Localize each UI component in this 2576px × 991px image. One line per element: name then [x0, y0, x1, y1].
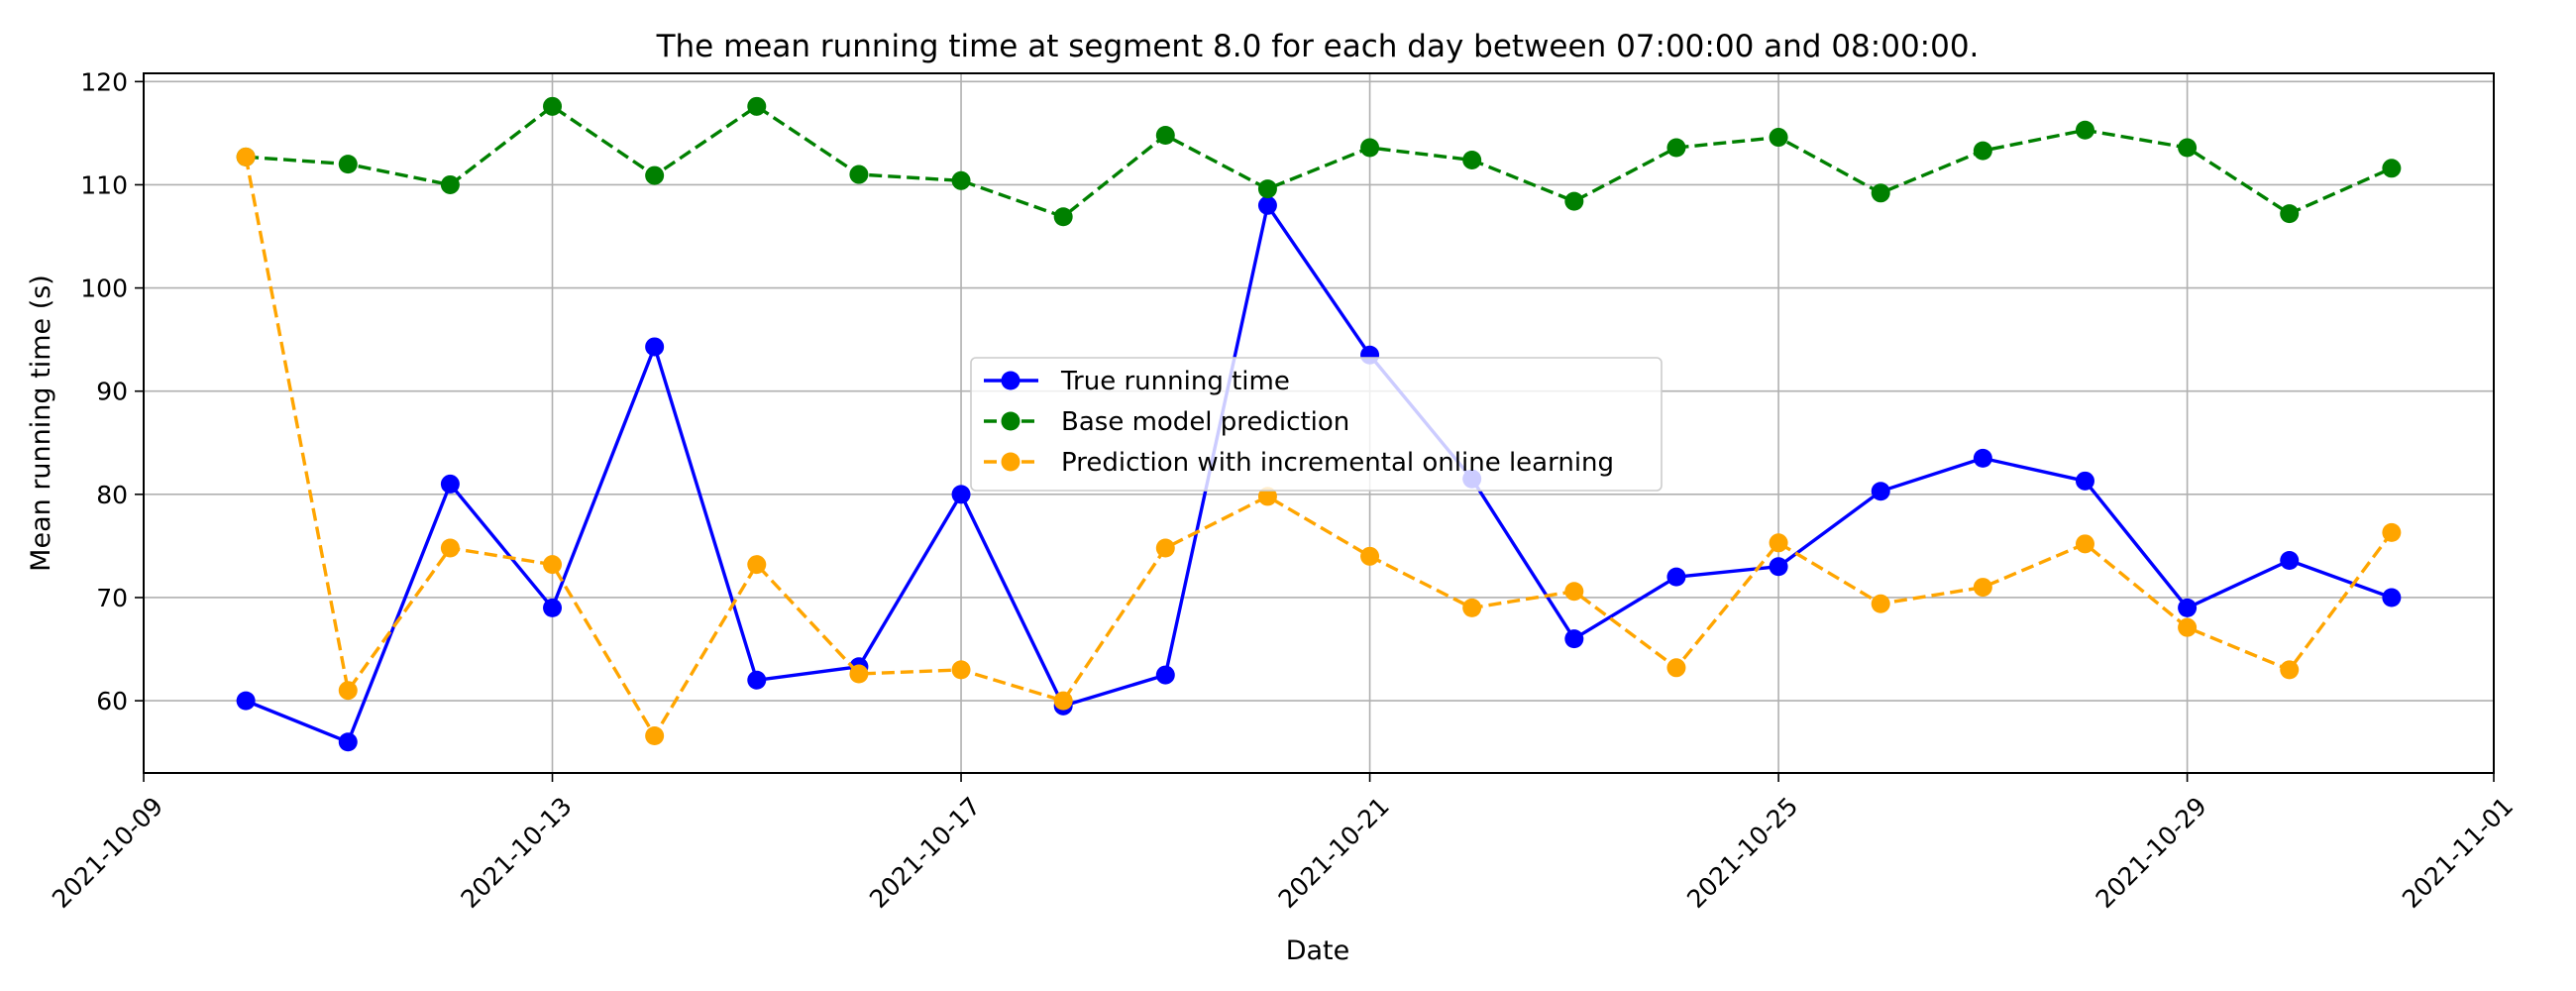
data-point [1053, 691, 1073, 711]
data-point [1462, 598, 1482, 617]
legend-entry-label: Base model prediction [1061, 407, 1349, 437]
data-point [2280, 660, 2300, 680]
x-axis-label: Date [1286, 936, 1350, 966]
data-point [1769, 557, 1788, 577]
data-point [645, 726, 665, 746]
data-point [2178, 598, 2198, 617]
data-point [2178, 617, 2198, 637]
data-point [1871, 594, 1890, 613]
data-point [1973, 448, 1992, 468]
data-point [951, 485, 971, 504]
data-point [1257, 487, 1277, 506]
legend-entry-label: True running time [1060, 367, 1290, 396]
data-point [543, 96, 563, 116]
data-point [645, 337, 665, 357]
data-point [440, 474, 460, 494]
data-point [1666, 138, 1686, 158]
series-1 [236, 195, 2402, 752]
x-tick-label: 2021-11-01 [2397, 792, 2519, 914]
y-tick-label: 60 [96, 687, 128, 716]
y-tick-label: 90 [96, 378, 128, 406]
data-point [2382, 588, 2402, 607]
data-point [1257, 195, 1277, 215]
data-point [2075, 471, 2094, 491]
data-point [1360, 546, 1380, 566]
data-point [1769, 533, 1788, 553]
data-point [440, 538, 460, 558]
data-point [2178, 138, 2198, 158]
data-point [1155, 125, 1175, 145]
y-tick-label: 120 [80, 67, 128, 96]
data-point [2075, 534, 2094, 554]
plot-frame [143, 72, 2495, 774]
data-series [236, 96, 2402, 752]
data-point [1666, 567, 1686, 587]
data-point [1666, 658, 1686, 678]
data-point [1769, 128, 1788, 148]
data-point [440, 174, 460, 194]
y-axis-label: Mean running time (s) [26, 275, 56, 572]
data-point [2382, 522, 2402, 542]
series-2 [236, 96, 2402, 227]
data-point [1871, 183, 1890, 203]
chart-title: The mean running time at segment 8.0 for… [656, 29, 1980, 64]
x-tick-label: 2021-10-17 [864, 792, 986, 914]
data-point [2280, 550, 2300, 570]
data-point [338, 681, 358, 701]
data-point [1564, 582, 1584, 602]
data-point [1360, 138, 1380, 158]
data-point [1053, 207, 1073, 227]
data-point [2280, 204, 2300, 224]
legend-swatch-marker [1001, 411, 1020, 431]
y-tick-label: 110 [80, 170, 128, 199]
data-point [338, 155, 358, 174]
x-tick-label: 2021-10-09 [47, 792, 168, 914]
x-tick-label: 2021-10-13 [456, 792, 578, 914]
legend: True running time Base model prediction Pr… [970, 357, 1663, 492]
data-point [1155, 665, 1175, 685]
data-point [747, 670, 767, 690]
data-point [236, 147, 256, 166]
data-point [1973, 578, 1992, 598]
y-tick-label: 80 [96, 481, 128, 509]
data-point [645, 165, 665, 185]
data-point [951, 170, 971, 190]
x-tick-label: 2021-10-21 [1273, 792, 1395, 914]
series-line [245, 104, 2393, 219]
data-point [951, 660, 971, 680]
data-point [543, 598, 563, 617]
data-point [849, 165, 869, 184]
data-point [2075, 120, 2094, 140]
legend-box [970, 357, 1663, 492]
data-point [747, 555, 767, 575]
y-tick-label: 100 [80, 275, 128, 303]
data-point [338, 732, 358, 752]
data-point [1871, 482, 1890, 501]
data-point [1564, 629, 1584, 649]
series-line [245, 203, 2393, 744]
series-3 [236, 147, 2402, 746]
data-point [1462, 150, 1482, 169]
data-point [2382, 159, 2402, 178]
x-tick-label: 2021-10-25 [1681, 792, 1803, 914]
data-point [1257, 179, 1277, 199]
data-point [1973, 141, 1992, 161]
data-point [849, 664, 869, 684]
data-point [543, 555, 563, 575]
x-tick-label: 2021-10-29 [2091, 792, 2212, 914]
data-point [1155, 538, 1175, 558]
data-point [236, 691, 256, 711]
legend-swatch-marker [1001, 452, 1020, 472]
legend-entry-label: Prediction with incremental online learn… [1061, 448, 1614, 478]
data-point [1564, 191, 1584, 211]
data-point [747, 96, 767, 116]
y-tick-label: 70 [96, 584, 128, 612]
legend-swatch-marker [1001, 371, 1020, 390]
